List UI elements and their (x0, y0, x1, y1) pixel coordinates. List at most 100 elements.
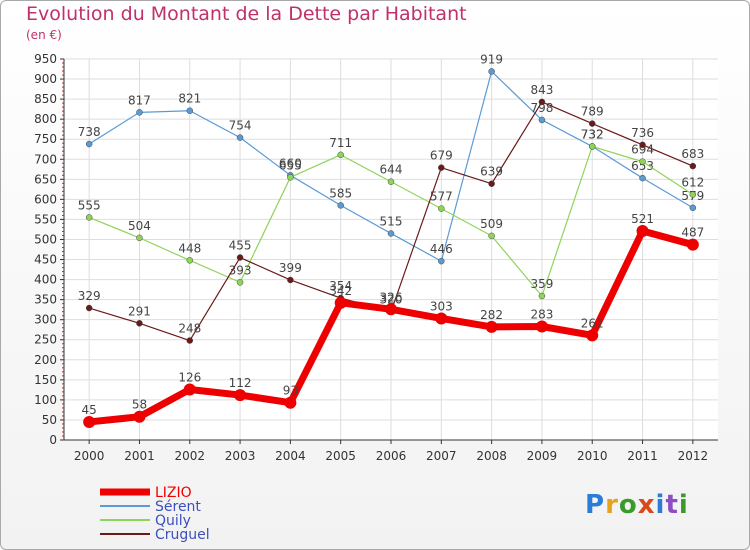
y-tick-label: 0 (49, 433, 57, 447)
data-label-s-rent: 817 (128, 93, 151, 107)
chart-subtitle: (en €) (26, 28, 62, 42)
data-point-s-rent (136, 109, 143, 116)
data-label-quily: 577 (430, 190, 453, 204)
data-label-cruguel: 639 (480, 165, 503, 179)
data-label-s-rent: 919 (480, 52, 503, 66)
data-point-s-rent (538, 116, 546, 124)
data-point-lizio (686, 238, 699, 251)
data-point-lizio (636, 225, 649, 238)
data-point-quily (287, 174, 294, 181)
data-label-lizio: 282 (480, 308, 503, 322)
data-point-cruguel (639, 141, 646, 149)
data-point-quily (387, 178, 395, 185)
x-tick-label: 2007 (426, 449, 457, 463)
data-label-cruguel: 679 (430, 149, 453, 163)
x-tick-label: 2009 (527, 449, 558, 463)
data-label-lizio: 342 (329, 284, 352, 298)
data-label-cruguel: 789 (581, 105, 604, 119)
data-point-quily (538, 292, 546, 300)
chart-title: Evolution du Montant de la Dette par Hab… (26, 3, 467, 25)
data-label-quily: 732 (581, 127, 604, 141)
data-label-lizio: 58 (132, 398, 147, 412)
data-point-s-rent (186, 107, 194, 114)
data-point-lizio (435, 312, 448, 325)
x-tick-label: 2004 (275, 449, 306, 463)
y-tick-label: 400 (34, 273, 57, 287)
x-tick-label: 2000 (74, 449, 105, 463)
data-point-cruguel (588, 120, 596, 127)
data-point-s-rent (639, 174, 646, 182)
data-point-lizio (334, 296, 347, 309)
data-label-lizio: 521 (631, 212, 654, 226)
legend-label-cruguel: Cruguel (155, 527, 210, 543)
data-point-cruguel (488, 180, 495, 187)
data-point-s-rent (337, 202, 344, 209)
data-label-cruguel: 354 (329, 279, 352, 293)
data-point-cruguel (186, 337, 194, 344)
data-label-s-rent: 732 (581, 127, 604, 141)
data-point-cruguel (136, 320, 143, 327)
data-label-s-rent: 515 (380, 214, 403, 228)
legend-label-quily: Quily (155, 513, 191, 529)
data-label-lizio: 112 (229, 376, 252, 390)
data-point-quily (588, 143, 596, 150)
data-point-s-rent (85, 140, 93, 148)
data-label-cruguel: 248 (178, 322, 201, 336)
data-label-cruguel: 683 (681, 147, 704, 161)
x-tick-label: 2012 (678, 449, 709, 463)
data-point-lizio (535, 320, 548, 333)
y-tick-label: 550 (34, 212, 57, 226)
data-label-s-rent: 660 (279, 156, 302, 170)
y-tick-label: 650 (34, 172, 57, 186)
y-tick-label: 350 (34, 293, 57, 307)
data-point-cruguel (438, 164, 445, 171)
data-point-lizio (234, 389, 247, 402)
data-label-lizio: 326 (380, 290, 403, 304)
y-tick-label: 150 (34, 373, 57, 387)
data-point-s-rent (488, 68, 495, 75)
data-label-s-rent: 653 (631, 159, 654, 173)
data-point-quily (85, 214, 93, 221)
data-point-s-rent (438, 257, 445, 265)
data-label-s-rent: 821 (178, 92, 201, 106)
proxiti-logo: Proxiti (585, 490, 689, 520)
data-point-lizio (83, 415, 96, 428)
x-tick-label: 2005 (325, 449, 356, 463)
data-label-quily: 555 (78, 198, 101, 212)
y-tick-label: 250 (34, 333, 57, 347)
y-tick-label: 800 (34, 112, 57, 126)
y-tick-label: 700 (34, 152, 57, 166)
data-label-cruguel: 455 (229, 239, 252, 253)
data-point-lizio (485, 320, 498, 333)
data-point-lizio (385, 303, 397, 316)
data-label-cruguel: 329 (78, 289, 101, 303)
data-label-s-rent: 446 (430, 242, 453, 256)
data-point-s-rent (689, 204, 697, 212)
data-label-quily: 644 (380, 163, 403, 177)
data-label-quily: 655 (279, 158, 302, 172)
data-label-lizio: 487 (681, 226, 704, 240)
x-tick-label: 2002 (174, 449, 205, 463)
data-point-lizio (133, 410, 146, 423)
data-label-cruguel: 399 (279, 261, 302, 275)
y-tick-label: 200 (34, 353, 57, 367)
data-label-lizio: 45 (82, 403, 97, 417)
data-label-quily: 448 (178, 241, 201, 255)
data-point-cruguel (538, 98, 546, 106)
x-tick-label: 2003 (225, 449, 256, 463)
data-point-cruguel (287, 276, 294, 284)
data-label-lizio: 283 (530, 308, 553, 322)
y-tick-label: 950 (34, 52, 57, 66)
y-tick-label: 100 (34, 393, 57, 407)
x-tick-label: 2001 (124, 449, 155, 463)
data-label-s-rent: 754 (229, 119, 252, 133)
y-tick-label: 750 (34, 132, 57, 146)
data-point-lizio (586, 329, 599, 342)
data-point-quily (186, 257, 194, 264)
y-tick-label: 450 (34, 253, 57, 267)
data-point-quily (488, 232, 495, 240)
x-tick-label: 2011 (627, 449, 658, 463)
data-label-quily: 612 (681, 176, 704, 190)
data-label-lizio: 126 (178, 370, 201, 384)
